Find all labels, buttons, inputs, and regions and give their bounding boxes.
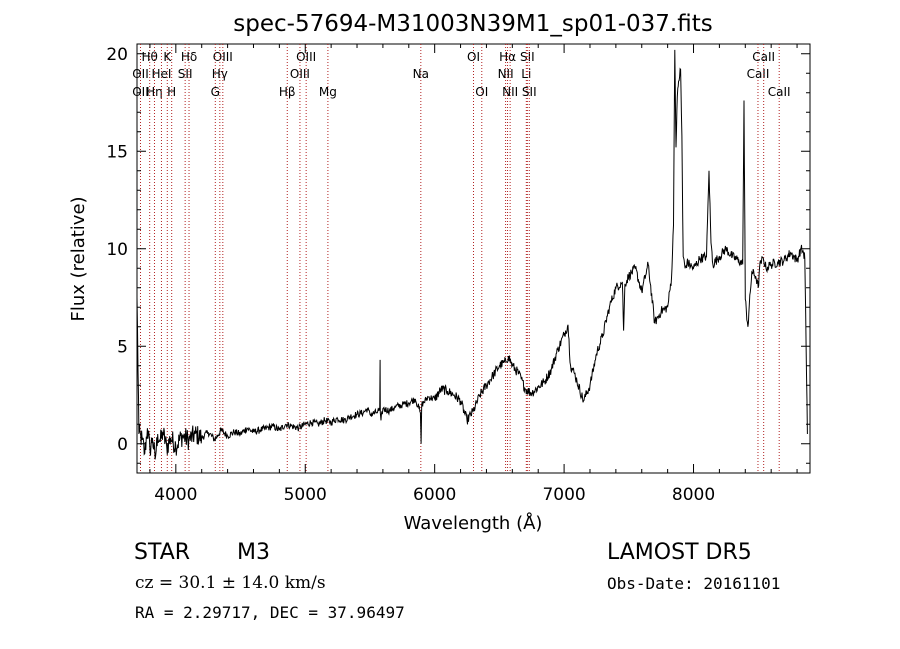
- x-tick-label: 6000: [413, 485, 456, 505]
- line-label: Hγ: [212, 67, 228, 81]
- line-label: NII: [498, 67, 514, 81]
- line-label: K: [163, 50, 172, 64]
- line-label: Hα: [499, 50, 516, 64]
- survey-name: LAMOST DR5: [607, 540, 752, 565]
- line-label: Hβ: [279, 85, 296, 99]
- line-label: NII: [502, 85, 518, 99]
- y-tick-label: 15: [106, 142, 128, 162]
- y-axis-ticks: 0 5 10 15 20: [106, 45, 810, 464]
- spectrum-line: [136, 49, 808, 460]
- y-tick-label: 20: [106, 45, 128, 65]
- y-tick-label: 10: [106, 240, 128, 260]
- ra-dec-coordinates: RA = 2.29717, DEC = 37.96497: [135, 603, 405, 622]
- object-subclass: M3: [237, 540, 270, 565]
- line-label: Mg: [319, 85, 337, 99]
- observation-date: Obs-Date: 20161101: [607, 574, 781, 593]
- line-label: OIII: [213, 50, 233, 64]
- line-label: CaII: [747, 67, 770, 81]
- line-label: OIII: [290, 67, 310, 81]
- line-label: CaII: [768, 85, 791, 99]
- line-label: OI: [467, 50, 480, 64]
- y-tick-label: 5: [117, 337, 128, 357]
- line-label: SII: [522, 85, 537, 99]
- line-label: G: [211, 85, 220, 99]
- line-label: CaII: [752, 50, 775, 64]
- line-label: Hδ: [181, 50, 197, 64]
- line-label: Li: [521, 67, 531, 81]
- x-tick-label: 8000: [672, 485, 715, 505]
- line-label: Hη: [146, 85, 163, 99]
- line-label: SII: [178, 67, 193, 81]
- redshift-cz: cz = 30.1 ± 14.0 km/s: [135, 573, 326, 593]
- line-label: H: [167, 85, 176, 99]
- x-axis-label: Wavelength (Å): [404, 512, 543, 534]
- x-tick-label: 4000: [154, 485, 197, 505]
- x-axis-ticks: 4000 5000 6000 7000 8000: [149, 44, 798, 505]
- y-axis-label: Flux (relative): [68, 196, 89, 321]
- line-label: HeI: [151, 67, 171, 81]
- y-tick-label: 0: [117, 435, 128, 455]
- x-tick-label: 7000: [542, 485, 585, 505]
- line-label: Na: [413, 67, 429, 81]
- line-label: OII: [132, 85, 149, 99]
- line-label: Hθ: [141, 50, 157, 64]
- line-label: SII: [520, 50, 535, 64]
- line-label: OIII: [296, 50, 316, 64]
- line-label: OI: [475, 85, 488, 99]
- object-class: STAR: [134, 540, 191, 565]
- chart-title: spec-57694-M31003N39M1_sp01-037.fits: [233, 11, 712, 37]
- x-tick-label: 5000: [284, 485, 327, 505]
